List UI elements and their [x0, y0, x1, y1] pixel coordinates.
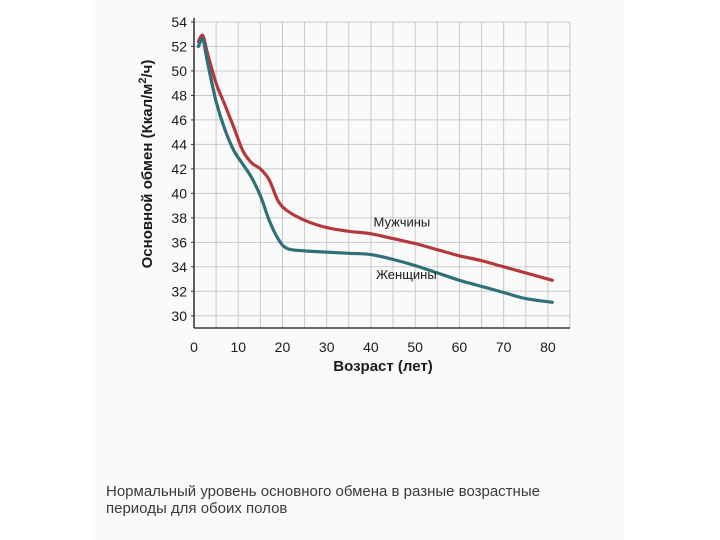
y-tick-label: 36 — [171, 234, 187, 250]
caption-line-2: периоды для обоих полов — [106, 500, 288, 517]
x-tick-label: 40 — [363, 339, 379, 355]
series-line-men — [196, 33, 554, 282]
x-tick-labels: 0 10 20 30 40 50 60 70 80 — [190, 339, 556, 355]
series-label-women: Женщины — [376, 267, 437, 282]
y-axis-title-main: Основной обмен (Ккал/м — [139, 84, 156, 269]
x-tick-label: 50 — [407, 339, 423, 355]
x-tick-label: 60 — [452, 339, 468, 355]
y-tick-label: 50 — [171, 63, 187, 79]
x-tick-label: 0 — [190, 339, 198, 355]
x-tick-label: 80 — [540, 339, 556, 355]
y-axis-title-tail: /ч) — [139, 60, 156, 78]
x-tick-label: 70 — [496, 339, 512, 355]
x-tick-label: 30 — [319, 339, 335, 355]
y-axis-title-superscript: 2 — [137, 77, 149, 83]
y-tick-label: 34 — [171, 259, 187, 275]
y-tick-label: 30 — [171, 308, 187, 324]
x-axis-title: Возраст (лет) — [333, 358, 432, 375]
y-tick-label: 40 — [171, 185, 187, 201]
y-tick-label: 54 — [171, 14, 187, 30]
axes — [193, 18, 570, 329]
page-background — [92, 0, 624, 540]
caption-line-1: Нормальный уровень основного обмена в ра… — [106, 483, 540, 500]
x-tick-label: 20 — [275, 339, 291, 355]
y-tick-label: 52 — [171, 38, 187, 54]
y-tick-label: 44 — [171, 136, 187, 152]
series-line-women — [196, 37, 554, 304]
y-tick-label: 38 — [171, 210, 187, 226]
y-axis-title: Основной обмен (Ккал/м2/ч) — [137, 60, 156, 269]
y-tick-label: 42 — [171, 161, 187, 177]
x-tick-label: 10 — [230, 339, 246, 355]
series-label-men: Мужчины — [374, 214, 431, 229]
series-lines — [196, 33, 554, 304]
y-tick-label: 32 — [171, 283, 187, 299]
figure-caption: Нормальный уровень основного обмена в ра… — [106, 483, 626, 517]
y-tick-label: 48 — [171, 87, 187, 103]
y-tick-label: 46 — [171, 112, 187, 128]
y-tick-labels: 30 32 34 36 38 40 42 44 46 48 50 52 54 — [171, 14, 194, 324]
